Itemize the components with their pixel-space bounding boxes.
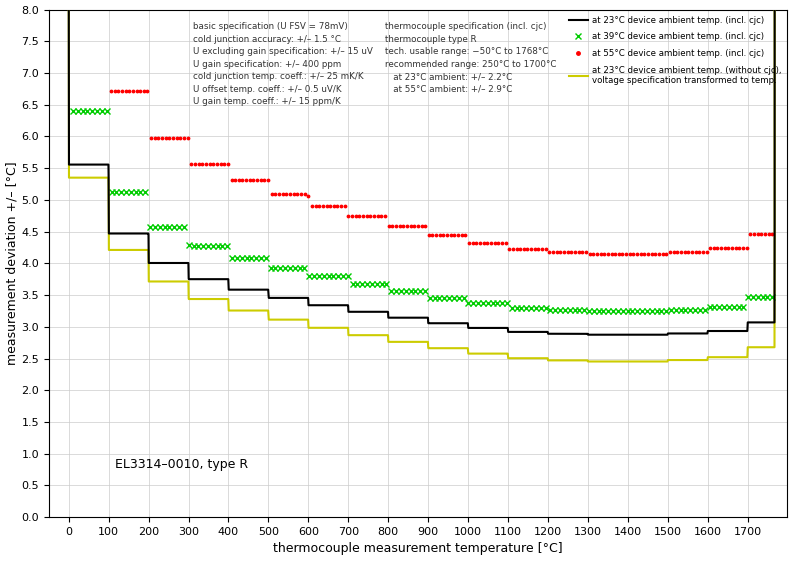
Y-axis label: measurement deviation +/– [°C]: measurement deviation +/– [°C]	[6, 162, 18, 365]
Text: basic specification (U FSV = 78mV)
cold junction accuracy: +/– 1.5 °C
U excludin: basic specification (U FSV = 78mV) cold …	[193, 22, 373, 106]
Text: thermocouple specification (incl. cjc)
thermocouple type R
tech. usable range: −: thermocouple specification (incl. cjc) t…	[385, 22, 557, 94]
Legend: at 23°C device ambient temp. (incl. cjc), at 39°C device ambient temp. (incl. cj: at 23°C device ambient temp. (incl. cjc)…	[565, 12, 785, 89]
Text: EL3314–0010, type R: EL3314–0010, type R	[115, 458, 248, 471]
X-axis label: thermocouple measurement temperature [°C]: thermocouple measurement temperature [°C…	[274, 542, 563, 555]
